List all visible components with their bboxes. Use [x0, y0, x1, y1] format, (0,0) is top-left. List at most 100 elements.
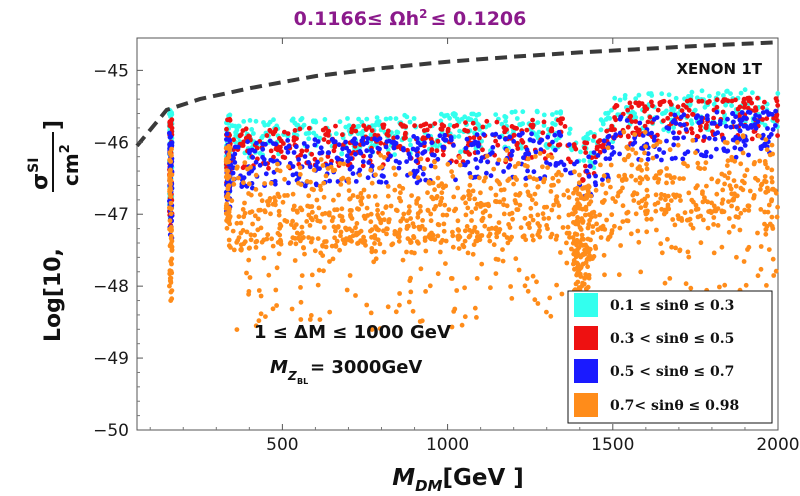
scatter-point-orange [288, 240, 294, 245]
scatter-point-orange [585, 225, 591, 231]
scatter-point-cyan [477, 127, 482, 132]
scatter-point-orange [168, 224, 174, 230]
scatter-point-orange [299, 207, 305, 213]
scatter-point-blue [755, 119, 761, 125]
scatter-point-orange [590, 224, 596, 229]
scatter-point-red [445, 128, 451, 134]
scatter-point-orange [369, 246, 375, 251]
scatter-point-red [502, 129, 507, 135]
scatter-point-blue [415, 140, 421, 146]
scatter-point-orange [505, 240, 511, 246]
scatter-point-blue [263, 171, 269, 177]
scatter-point-orange [725, 158, 731, 164]
scatter-point-orange [610, 196, 616, 201]
scatter-point-orange [664, 166, 669, 171]
scatter-point-blue [567, 142, 572, 148]
scatter-point-orange [713, 208, 719, 214]
scatter-point-orange [522, 215, 528, 221]
scatter-point-orange [738, 161, 744, 167]
scatter-point-orange [757, 158, 763, 164]
scatter-point-red [583, 163, 588, 169]
scatter-point-orange [547, 295, 553, 301]
scatter-point-orange [584, 184, 589, 190]
scatter-point-orange [685, 249, 691, 255]
scatter-point-orange [374, 202, 380, 208]
scatter-point-orange [297, 165, 303, 171]
scatter-point-blue [703, 153, 709, 159]
scatter-point-orange [372, 241, 377, 246]
scatter-point-blue [301, 141, 307, 146]
scatter-point-orange [418, 156, 424, 162]
scatter-point-cyan [617, 97, 623, 103]
scatter-point-orange [411, 235, 417, 241]
scatter-point-orange [435, 175, 441, 181]
scatter-point-red [266, 165, 271, 171]
scatter-point-blue [544, 160, 549, 165]
scatter-point-red [401, 136, 407, 141]
scatter-point-orange [686, 190, 692, 196]
scatter-point-orange [719, 209, 725, 215]
scatter-point-red [735, 106, 741, 112]
scatter-point-orange [662, 193, 668, 198]
scatter-point-orange [261, 237, 267, 243]
scatter-point-orange [645, 193, 650, 199]
scatter-point-orange [638, 157, 644, 163]
scatter-point-orange [428, 236, 434, 242]
scatter-point-orange [320, 243, 325, 248]
scatter-point-orange [167, 218, 173, 224]
scatter-point-blue [429, 152, 435, 158]
scatter-point-orange [580, 206, 585, 212]
scatter-point-orange [250, 221, 256, 227]
scatter-point-red [427, 123, 433, 129]
scatter-point-blue [681, 135, 686, 141]
scatter-point-blue [766, 112, 772, 117]
legend-label-red: 0.3 < sinθ ≤ 0.5 [610, 331, 734, 347]
scatter-point-orange [729, 203, 734, 209]
scatter-point-orange [289, 306, 295, 312]
scatter-point-blue [263, 141, 268, 147]
scatter-point-orange [700, 191, 705, 197]
scatter-point-blue [742, 143, 748, 148]
scatter-point-orange [605, 145, 611, 151]
scatter-point-blue [467, 171, 473, 176]
y-axis-label: Log[10, σSI cm2 ] [26, 120, 83, 342]
scatter-point-blue [728, 124, 734, 130]
scatter-point-red [306, 125, 312, 131]
scatter-point-orange [409, 193, 414, 199]
scatter-point-blue [671, 130, 676, 136]
scatter-point-orange [732, 191, 737, 197]
scatter-point-blue [552, 147, 558, 153]
scatter-point-orange [169, 248, 175, 253]
scatter-point-blue [539, 137, 545, 143]
scatter-point-blue [484, 170, 489, 176]
scatter-point-orange [541, 216, 547, 221]
scatter-point-blue [326, 150, 332, 156]
scatter-point-orange [457, 162, 463, 168]
scatter-point-red [679, 108, 685, 113]
scatter-point-orange [278, 239, 284, 245]
scatter-point-orange [432, 187, 437, 193]
scatter-point-orange [517, 202, 523, 208]
scatter-point-orange [482, 223, 488, 229]
scatter-point-red [676, 130, 682, 136]
scatter-point-orange [746, 244, 752, 250]
scatter-point-orange [443, 261, 448, 266]
scatter-point-orange [769, 167, 775, 173]
scatter-point-orange [493, 271, 499, 276]
scatter-point-orange [252, 213, 258, 219]
scatter-point-orange [659, 250, 665, 256]
scatter-point-orange [272, 195, 277, 201]
scatter-point-orange [576, 203, 582, 208]
scatter-point-blue [673, 120, 679, 126]
scatter-point-cyan [169, 112, 175, 117]
scatter-point-red [627, 100, 633, 106]
scatter-point-orange [577, 191, 582, 197]
scatter-point-orange [687, 216, 693, 222]
scatter-point-orange [336, 192, 341, 198]
scatter-point-orange [540, 211, 546, 217]
scatter-point-blue [613, 132, 619, 138]
scatter-point-orange [532, 297, 538, 303]
scatter-point-red [325, 154, 331, 159]
scatter-point-orange [330, 256, 336, 262]
